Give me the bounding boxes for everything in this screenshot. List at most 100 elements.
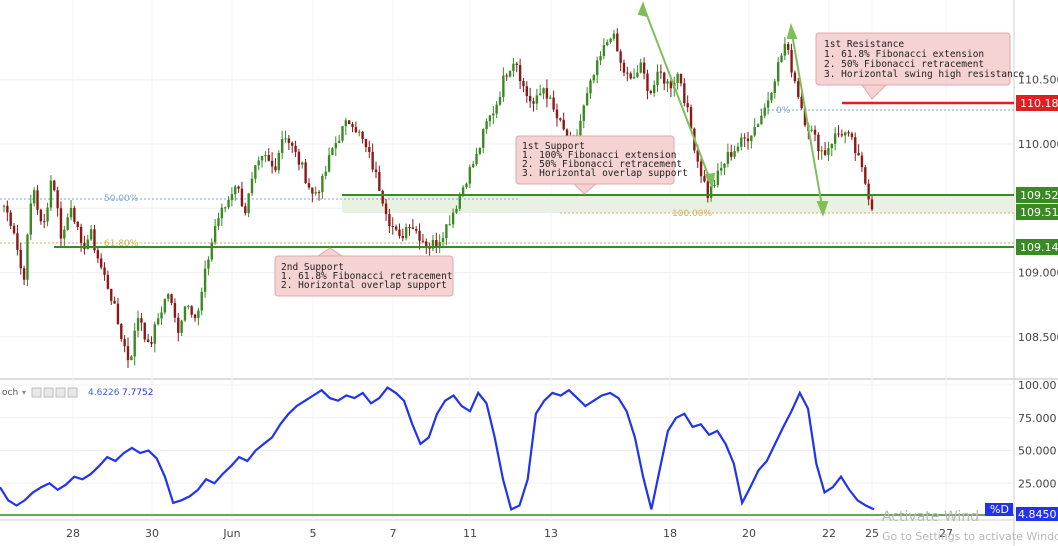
candle	[589, 78, 592, 99]
candle	[612, 29, 616, 42]
candle	[428, 242, 431, 256]
candle	[334, 136, 337, 157]
time-tick-label: 5	[310, 527, 317, 540]
candle	[441, 231, 445, 248]
candle	[522, 77, 525, 93]
annotation-support-1-line-3: 3. Horizontal overlap support	[522, 168, 688, 179]
candle	[66, 213, 69, 231]
candle	[317, 189, 321, 201]
candle	[847, 130, 850, 137]
candle	[518, 58, 522, 89]
candle	[415, 226, 418, 234]
candle	[468, 164, 472, 189]
candle	[260, 155, 264, 168]
candle	[780, 53, 783, 63]
stochastic-legend: och ▾ 4.6226 7.7752	[2, 387, 154, 398]
candle	[616, 28, 619, 52]
candle	[733, 145, 736, 160]
candle	[810, 125, 813, 133]
candle	[361, 130, 364, 144]
candle	[656, 64, 659, 92]
candle	[719, 161, 723, 176]
candle	[431, 234, 435, 252]
candle	[76, 221, 79, 231]
candle	[106, 270, 110, 290]
candle	[183, 305, 187, 322]
candle	[358, 129, 361, 137]
candle	[482, 128, 485, 154]
candle	[539, 84, 542, 96]
candle	[783, 37, 787, 61]
candle	[870, 194, 874, 212]
candle	[381, 189, 384, 207]
candle	[609, 37, 612, 44]
candle	[763, 103, 766, 119]
candle	[451, 208, 455, 229]
candle	[140, 313, 143, 331]
candle	[337, 134, 341, 144]
candle	[173, 298, 177, 323]
candle	[133, 323, 136, 366]
candle	[760, 108, 763, 125]
candle	[689, 104, 693, 131]
candle	[421, 233, 425, 244]
candle	[485, 118, 488, 134]
candle	[817, 132, 820, 160]
candle	[418, 223, 421, 250]
candle	[408, 224, 411, 236]
legend-button-1[interactable]	[31, 387, 42, 398]
stochastic-legend-value-2: 7.7752	[122, 388, 154, 398]
candle	[207, 256, 210, 276]
legend-dropdown-icon[interactable]: ▾	[22, 388, 26, 397]
candle	[69, 199, 73, 221]
annotation-support-2-line-1: 1. 61.8% Fibonacci retracement	[281, 271, 453, 282]
candle	[746, 131, 750, 150]
stochastic-current-value-text: 4.8450	[1018, 508, 1057, 521]
projection-arrows	[637, 1, 829, 217]
candle	[498, 91, 502, 106]
time-tick-label: 22	[822, 527, 836, 540]
fib-label: 0%	[776, 106, 791, 116]
candle	[686, 95, 689, 113]
candlesticks	[2, 28, 874, 369]
candle	[354, 121, 358, 134]
candle	[364, 138, 368, 153]
legend-button-3[interactable]	[55, 387, 66, 398]
candle	[723, 162, 726, 175]
candle	[341, 125, 344, 143]
candle	[193, 313, 197, 322]
candle	[203, 260, 207, 298]
annotation-resistance-title: 1st Resistance	[824, 39, 904, 50]
candle	[120, 323, 123, 342]
candle	[830, 143, 833, 157]
stochastic-legend-name: och	[2, 388, 18, 398]
candle	[234, 184, 237, 201]
candle	[213, 219, 217, 245]
candle	[743, 133, 746, 148]
candle	[6, 200, 9, 222]
candle	[304, 159, 307, 184]
legend-button-4[interactable]	[67, 387, 78, 398]
price-tick-label: 110.000	[1018, 138, 1058, 151]
annotation-resistance-line-1: 1. 61.8% Fibonacci extension	[824, 49, 984, 60]
candle	[314, 186, 317, 196]
annotation-support-1-title: 1st Support	[522, 141, 585, 152]
candle	[9, 210, 12, 230]
candle	[448, 215, 451, 226]
stochastic-tick-label: 75.000	[1018, 412, 1057, 425]
candle	[401, 228, 405, 242]
candle	[29, 194, 33, 241]
time-tick-label: 18	[663, 527, 677, 540]
candle	[857, 144, 860, 156]
candle	[388, 208, 391, 233]
candle	[167, 293, 170, 302]
candle	[73, 205, 76, 224]
legend-button-2[interactable]	[43, 387, 54, 398]
candle	[177, 312, 180, 342]
watermark-line-2: Go to Settings to activate Windows.	[882, 530, 1058, 543]
fib-label: 61.80%	[104, 239, 139, 249]
candle	[411, 218, 415, 230]
candle	[730, 144, 733, 161]
candle	[287, 135, 291, 150]
